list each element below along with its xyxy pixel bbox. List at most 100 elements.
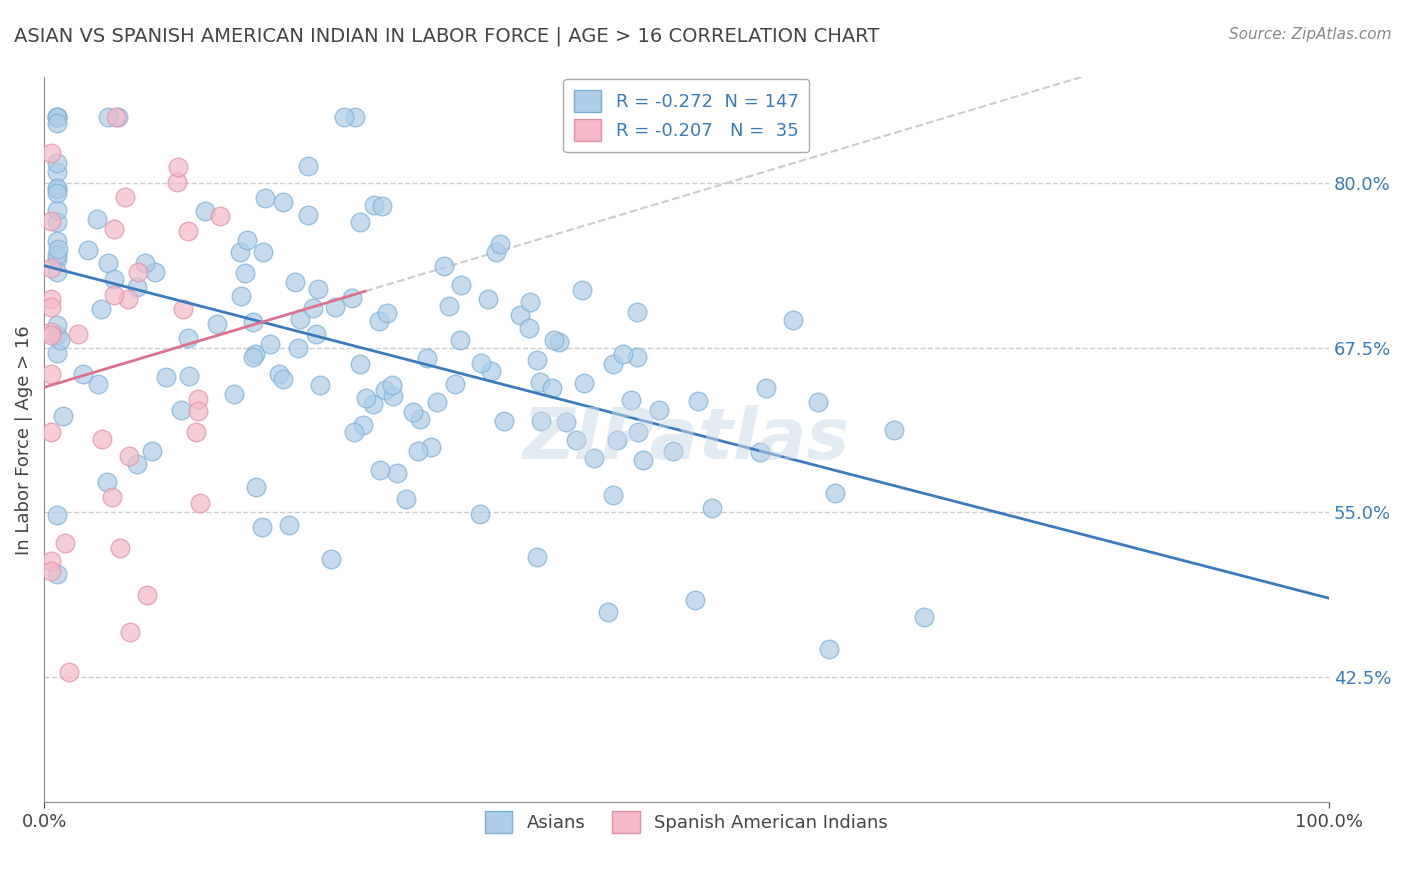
Point [141,443,163,458]
Point [489,237,512,252]
Point [319,552,342,566]
Point [571,283,593,297]
Point [252,245,274,260]
Point [187,392,209,406]
Point [509,308,531,322]
Text: ASIAN VS SPANISH AMERICAN INDIAN IN LABOR FORCE | AGE > 16 CORRELATION CHART: ASIAN VS SPANISH AMERICAN INDIAN IN LABO… [14,27,879,46]
Point [143,264,166,278]
Point [492,414,515,428]
Point [67,327,90,342]
Point [194,203,217,218]
Point [101,490,124,504]
Point [406,443,429,458]
Point [39,292,62,306]
Point [395,491,418,506]
Point [450,277,472,292]
Point [242,350,264,364]
Point [284,275,307,289]
Point [39,564,62,578]
Point [526,549,548,564]
Point [235,233,257,247]
Point [176,224,198,238]
Point [229,288,252,302]
Point [90,301,112,316]
Point [52,409,75,423]
Point [685,593,707,607]
Point [271,372,294,386]
Point [912,610,935,624]
Point [259,337,281,351]
Point [134,256,156,270]
Point [184,425,207,439]
Point [297,208,319,222]
Point [517,321,540,335]
Point [46,182,69,196]
Point [103,221,125,235]
Point [323,300,346,314]
Point [278,518,301,533]
Point [749,444,772,458]
Point [807,395,830,409]
Point [46,214,69,228]
Point [354,391,377,405]
Point [72,367,94,381]
Point [367,314,389,328]
Point [86,212,108,227]
Y-axis label: In Labor Force | Age > 16: In Labor Force | Age > 16 [15,325,32,555]
Point [702,501,724,516]
Point [48,333,70,347]
Text: ZIPatlas: ZIPatlas [523,405,851,475]
Point [308,378,330,392]
Point [46,318,69,333]
Point [572,376,595,390]
Point [177,369,200,384]
Point [39,325,62,339]
Point [529,375,551,389]
Point [107,110,129,124]
Point [39,300,62,314]
Point [46,346,69,360]
Point [46,116,69,130]
Point [484,244,506,259]
Point [104,110,127,124]
Point [287,342,309,356]
Text: Source: ZipAtlas.com: Source: ZipAtlas.com [1229,27,1392,42]
Point [39,213,62,227]
Point [361,397,384,411]
Point [818,642,841,657]
Point [172,302,194,317]
Point [627,425,650,439]
Point [381,389,404,403]
Point [188,496,211,510]
Point [96,475,118,490]
Point [46,265,69,279]
Point [46,180,69,194]
Point [555,415,578,429]
Point [187,404,209,418]
Point [648,403,671,417]
Point [409,412,432,426]
Point [46,110,69,124]
Point [401,405,423,419]
Point [530,413,553,427]
Point [477,292,499,306]
Point [39,146,62,161]
Point [103,288,125,302]
Point [53,536,76,550]
Point [120,624,142,639]
Point [224,387,246,401]
Point [46,248,69,262]
Point [602,488,624,502]
Point [782,313,804,327]
Point [543,333,565,347]
Point [381,377,404,392]
Point [426,395,449,409]
Point [136,588,159,602]
Point [46,110,69,124]
Point [245,480,267,494]
Point [449,333,471,347]
Point [39,260,62,275]
Point [166,175,188,189]
Point [343,110,366,124]
Point [416,351,439,365]
